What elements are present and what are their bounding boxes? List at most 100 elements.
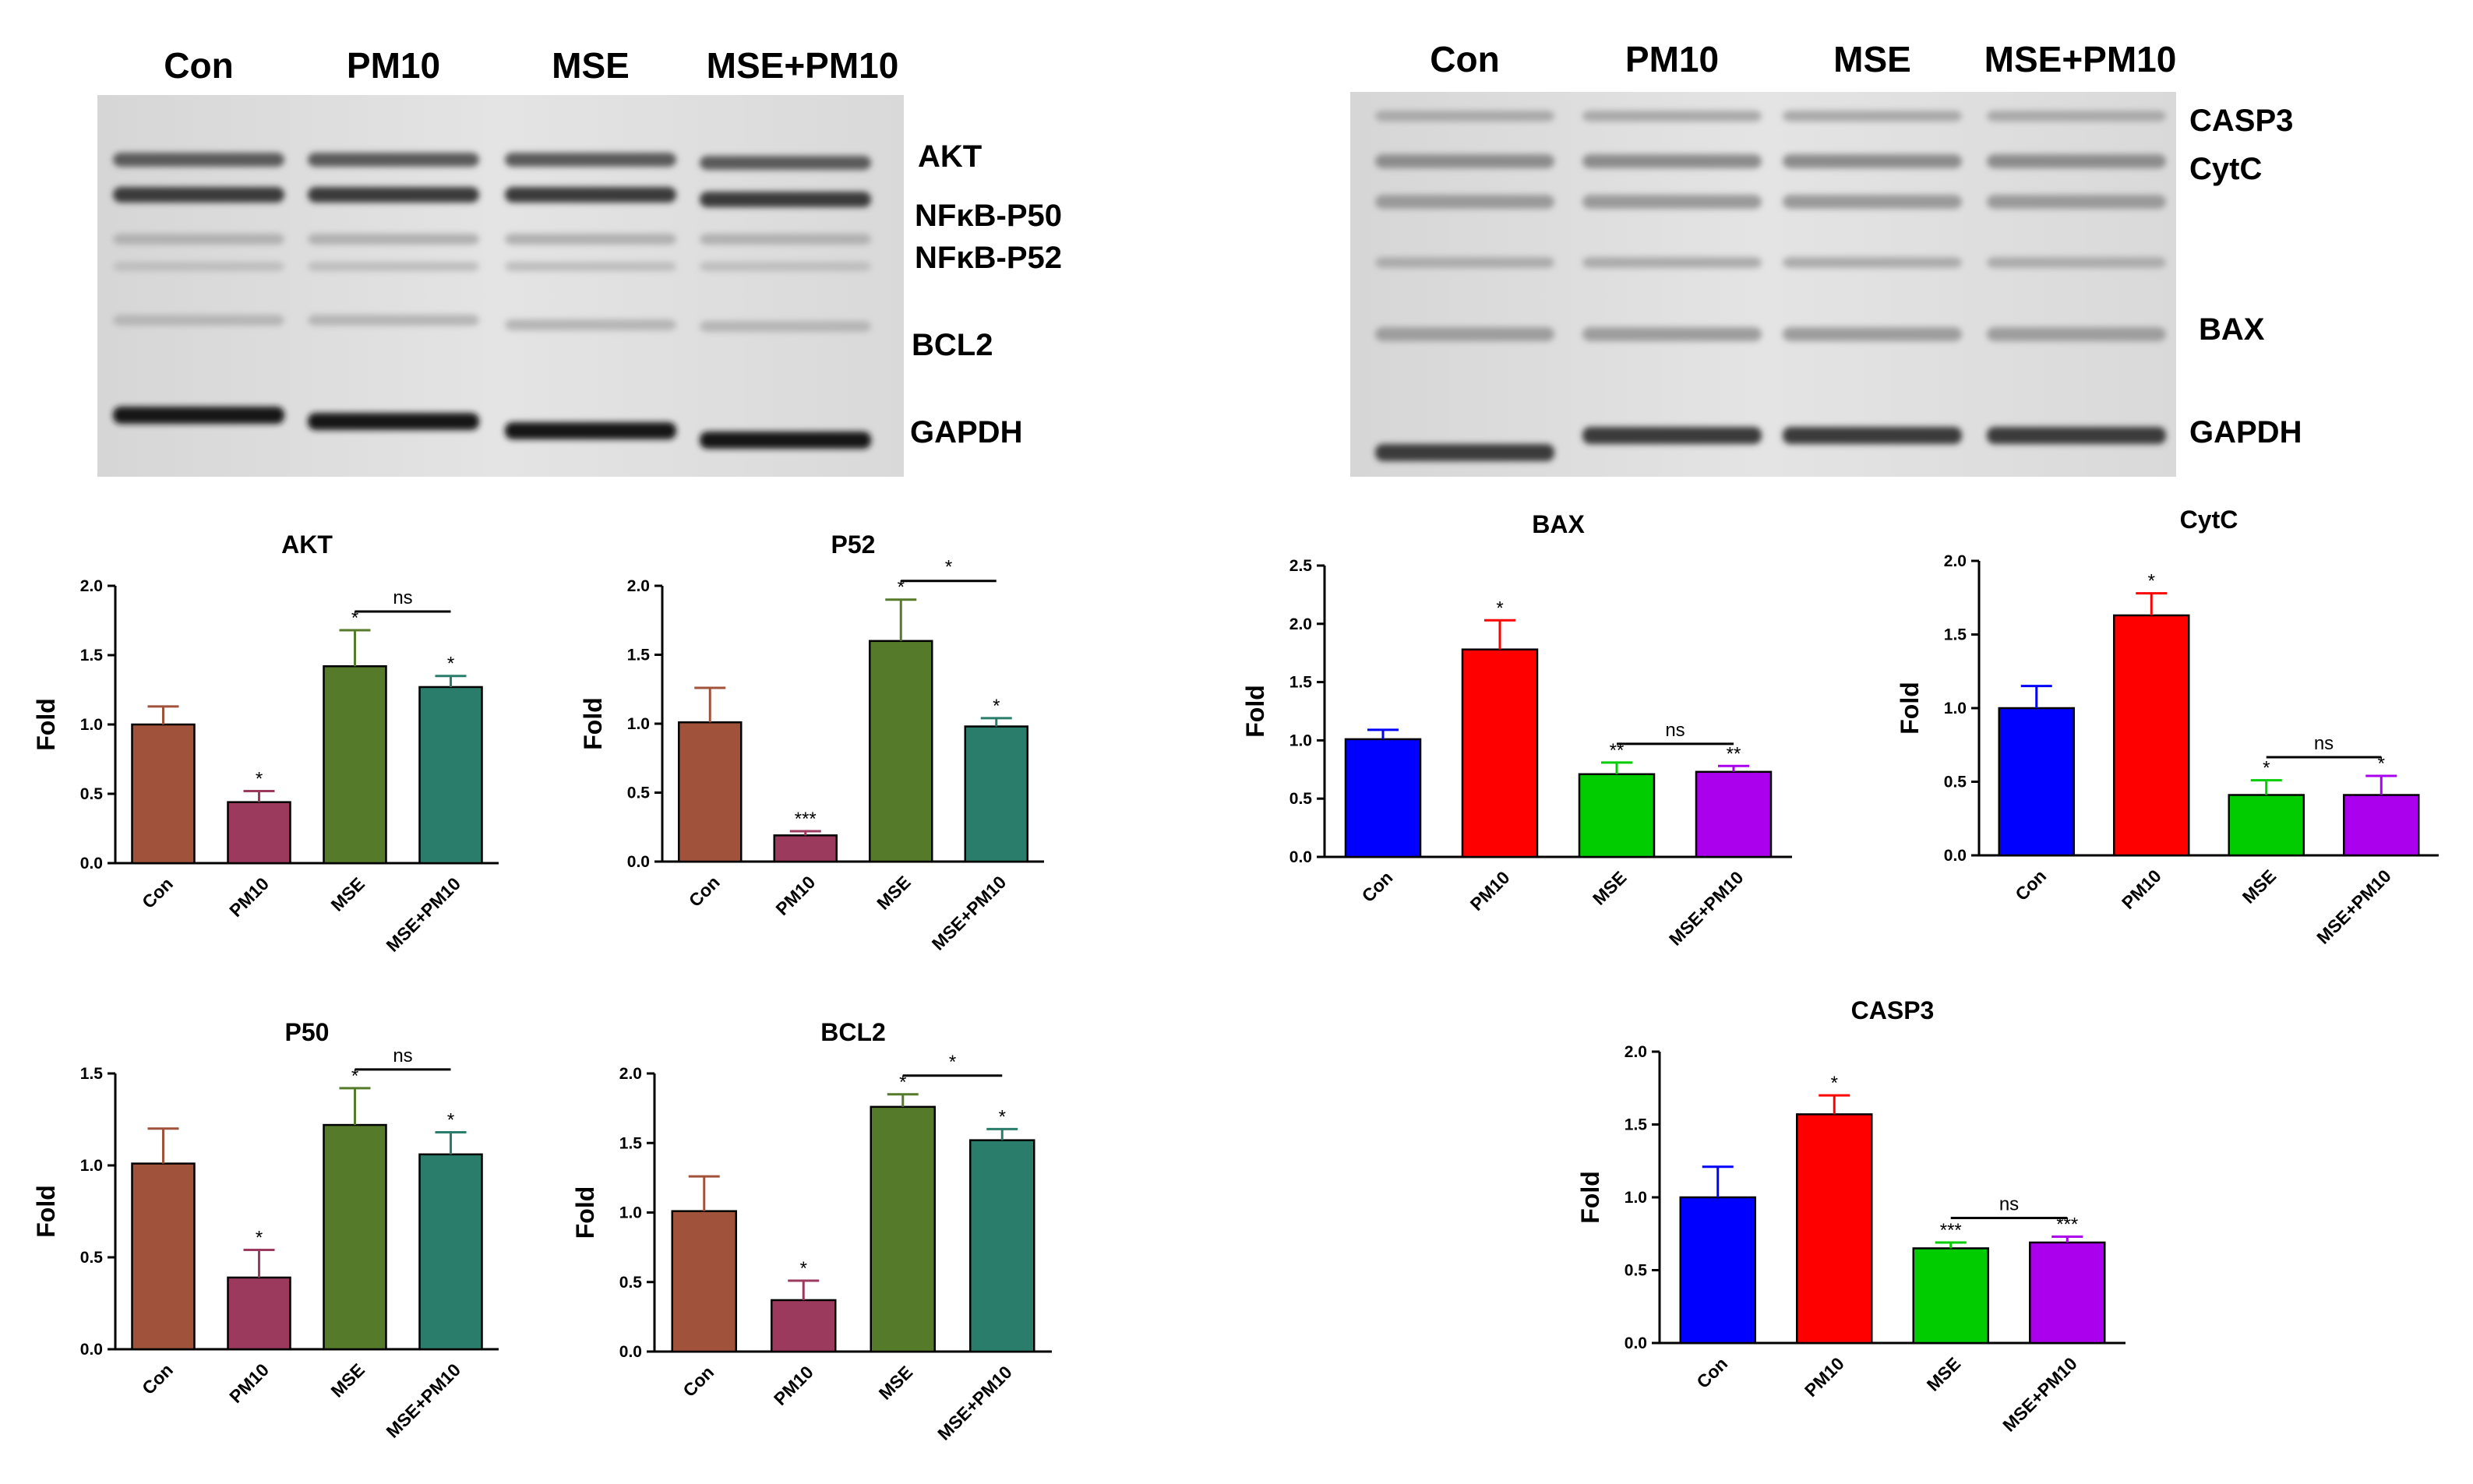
gel-1-band — [505, 153, 676, 167]
category-label: MSE+PM10 — [933, 1362, 1016, 1444]
significance-label: * — [1496, 597, 1503, 619]
y-tick-label: 0.5 — [619, 1274, 643, 1292]
chart-title: BCL2 — [820, 1018, 886, 1046]
y-tick-label: 0.0 — [1944, 847, 1967, 865]
significance-label: * — [2148, 571, 2155, 592]
gel-2-band — [1375, 111, 1554, 122]
chart-title: BAX — [1532, 510, 1585, 538]
y-axis-label: Fold — [32, 1185, 60, 1238]
category-label: MSE+PM10 — [928, 872, 1011, 954]
comparison-label: ns — [2314, 733, 2334, 754]
chart-title: P52 — [831, 531, 876, 559]
category-label: MSE — [1923, 1353, 1965, 1395]
significance-label: * — [800, 1258, 807, 1279]
y-tick-label: 2.5 — [1289, 557, 1313, 575]
gel-1-band-label-gapdh: GAPDH — [910, 415, 1022, 449]
category-label: MSE — [873, 872, 915, 914]
y-tick-label: 1.5 — [1944, 626, 1967, 644]
category-label: Con — [1358, 867, 1397, 906]
y-tick-label: 1.0 — [1289, 731, 1312, 749]
category-label: Con — [2011, 865, 2050, 904]
significance-label: ** — [1727, 743, 1741, 764]
significance-label: ** — [1610, 740, 1625, 761]
gel-1-lane-label-3: MSE — [552, 45, 630, 86]
gel-1-band — [700, 432, 871, 449]
gel-2-band — [1783, 427, 1962, 444]
gel-2-lane-label-2: PM10 — [1625, 39, 1719, 79]
bar — [418, 1153, 483, 1351]
chart-title: AKT — [281, 531, 333, 559]
category-label: PM10 — [1466, 867, 1514, 915]
significance-label: * — [898, 577, 905, 598]
significance-label: * — [1831, 1073, 1838, 1094]
gel-1-band — [700, 262, 871, 271]
gel-1-band — [505, 319, 676, 330]
significance-label: * — [899, 1072, 906, 1093]
significance-label: * — [256, 768, 263, 789]
y-tick-label: 1.0 — [627, 715, 650, 733]
gel-2-band — [1987, 327, 2166, 341]
gel-1-band — [308, 315, 479, 326]
significance-label: * — [256, 1228, 263, 1249]
gel-panel-1: Con PM10 MSE MSE+PM10 AKT NFκB-P50 NFκB-… — [97, 45, 1062, 477]
gel-1-band-label-akt: AKT — [918, 139, 982, 174]
gel-1-band — [308, 234, 479, 245]
bar — [870, 1105, 936, 1353]
bar — [1344, 738, 1422, 858]
significance-label: *** — [1940, 1220, 1962, 1241]
bar — [418, 686, 483, 865]
gel-1-band — [505, 234, 676, 245]
gel-2-band — [1582, 111, 1762, 122]
y-tick-label: 1.0 — [1625, 1189, 1647, 1207]
gel-2-bands — [1375, 111, 2166, 461]
y-axis-label: Fold — [1241, 685, 1269, 738]
gel-1-band — [113, 234, 284, 245]
y-tick-label: 1.5 — [1289, 674, 1313, 692]
category-label: Con — [138, 873, 177, 912]
bar — [2343, 794, 2420, 857]
category-label: MSE+PM10 — [1665, 867, 1748, 950]
bar — [1578, 773, 1656, 858]
category-label: PM10 — [225, 1359, 273, 1407]
y-tick-label: 2.0 — [1625, 1043, 1647, 1061]
bar — [1796, 1113, 1873, 1345]
bar — [323, 1123, 387, 1351]
comparison-label: ns — [1999, 1193, 2019, 1214]
gel-1-band — [700, 192, 871, 207]
y-tick-label: 0.5 — [80, 1249, 104, 1267]
gel-2-band — [1375, 257, 1554, 268]
y-tick-label: 0.0 — [80, 855, 103, 872]
bar — [678, 721, 743, 863]
gel-2-band — [1783, 111, 1962, 122]
category-label: MSE — [1589, 867, 1631, 909]
category-label: PM10 — [771, 872, 819, 919]
category-label: Con — [1692, 1353, 1731, 1392]
bar — [2113, 614, 2190, 857]
category-label: Con — [685, 872, 724, 911]
gel-2-band — [1582, 257, 1762, 268]
category-label: MSE+PM10 — [382, 1359, 464, 1442]
gel-2-band-label-casp3: CASP3 — [2189, 104, 2293, 138]
gel-2-lane-label-1: Con — [1430, 39, 1499, 79]
comparison-label: ns — [393, 587, 412, 608]
gel-2-band — [1987, 427, 2166, 444]
y-tick-label: 0.0 — [1289, 848, 1312, 866]
gel-1-band — [505, 422, 676, 439]
gel-1-band — [700, 234, 871, 245]
gel-1-band — [113, 262, 284, 271]
significance-label: * — [351, 608, 358, 629]
y-tick-label: 0.0 — [80, 1341, 103, 1359]
chart-cytc: CytC 0.0 0.5 1.0 1.5 2.0 Fold Con * PM10 * MSE * MSE+… — [1896, 506, 2439, 948]
y-tick-label: 0.0 — [1625, 1334, 1647, 1352]
bar — [227, 1276, 291, 1351]
gel-2-band — [1375, 154, 1554, 168]
gel-2-band — [1987, 111, 2166, 122]
gel-2-band — [1375, 195, 1554, 209]
gel-1-lane-label-1: Con — [164, 45, 233, 86]
bar — [1912, 1247, 1989, 1345]
gel-1-bands — [113, 153, 871, 449]
y-axis-label: Fold — [571, 1186, 599, 1239]
bar — [969, 1139, 1035, 1353]
bar — [773, 834, 838, 863]
gel-1-lane-label-2: PM10 — [347, 45, 440, 86]
